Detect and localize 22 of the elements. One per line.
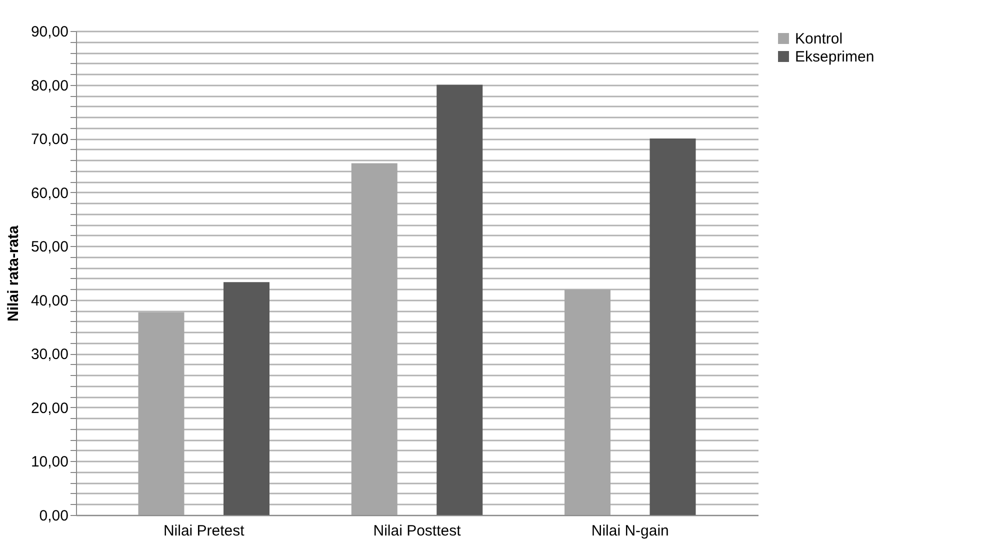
y-tick-label: 40,00 [30, 292, 68, 310]
x-tick-label: Nilai Pretest [163, 522, 246, 540]
legend-label: Ekseprimen [795, 48, 874, 66]
x-tick-label: Nilai N-gain [591, 522, 669, 540]
bar [436, 84, 483, 515]
x-tick-label: Nilai Posttest [373, 522, 462, 540]
y-tick-label: 30,00 [30, 346, 68, 364]
bar [564, 290, 610, 515]
y-tick-label: 0,00 [39, 508, 68, 524]
y-tick-label: 70,00 [30, 131, 68, 148]
y-tick-label: 90,00 [30, 24, 68, 40]
y-axis-title: Nilai rata-rata [4, 224, 22, 322]
legend-label: Kontrol [795, 30, 843, 48]
y-tick-label: 20,00 [30, 400, 68, 417]
y-tick-label: 50,00 [30, 238, 68, 256]
y-tick-label: 10,00 [30, 454, 68, 471]
bar [351, 163, 398, 515]
bar [224, 282, 270, 515]
bar [650, 138, 696, 515]
bar [138, 312, 184, 515]
y-tick-label: 80,00 [30, 77, 68, 94]
y-tick-label: 60,00 [30, 184, 68, 202]
